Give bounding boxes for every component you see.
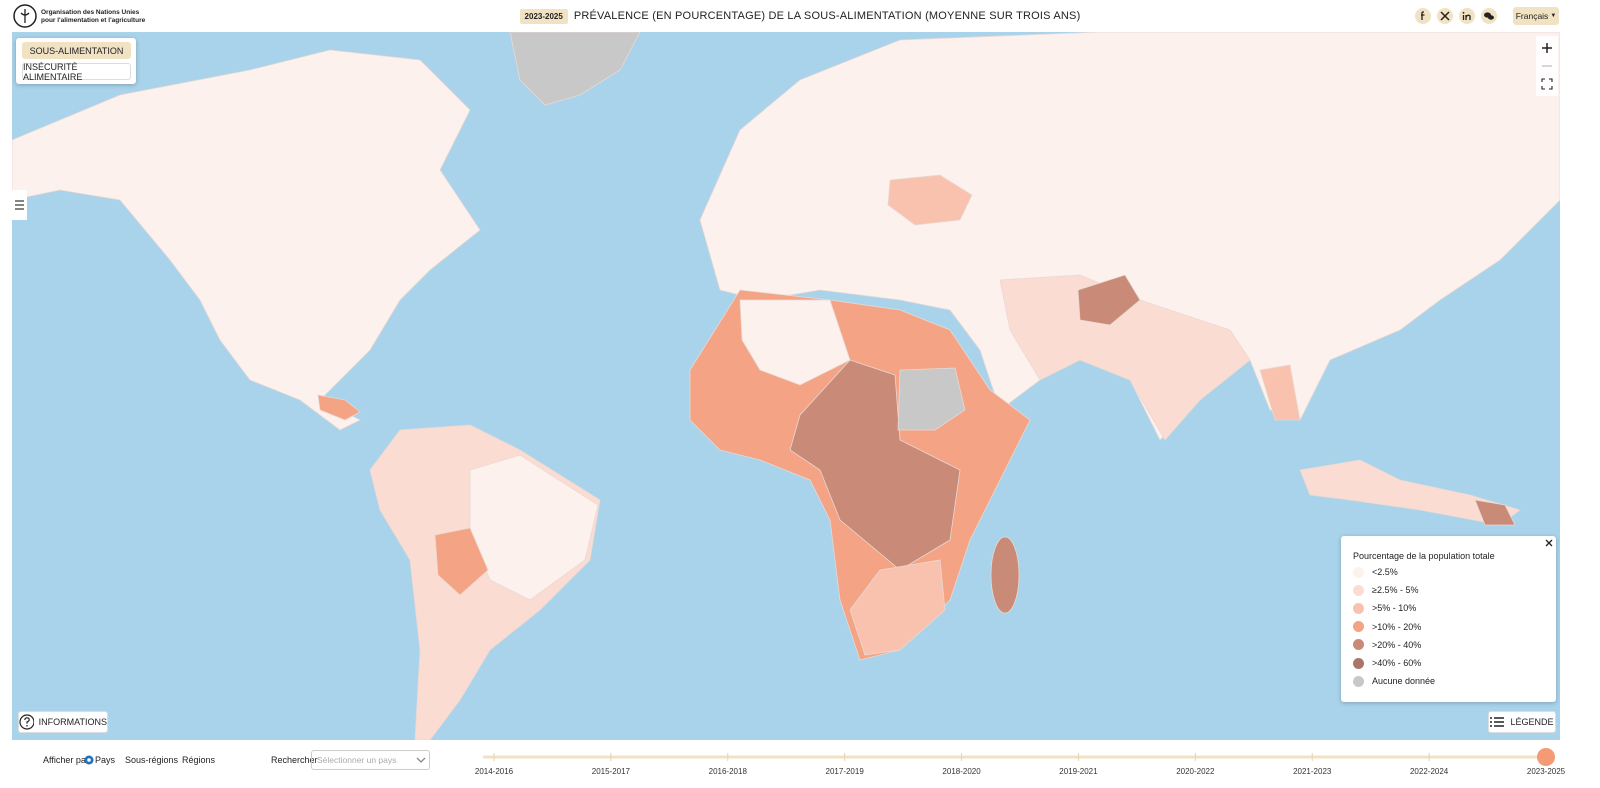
search-input[interactable]: Sélectionner un pays xyxy=(311,750,430,770)
bolivia xyxy=(434,527,489,596)
timeline-label: 2019-2021 xyxy=(1059,767,1098,776)
legend-title: Pourcentage de la population totale xyxy=(1353,551,1495,561)
timeline-label: 2020-2022 xyxy=(1176,767,1215,776)
org-name: Organisation des Nations Unies pour l'al… xyxy=(41,9,145,25)
legend-label: >10% - 20% xyxy=(1372,621,1422,632)
info-button-label: INFORMATIONS xyxy=(38,717,107,727)
org-line: pour l'alimentation et l'agriculture xyxy=(41,17,146,24)
legend-button-label: LÉGENDE xyxy=(1510,717,1554,727)
facebook[interactable] xyxy=(1415,8,1431,24)
search-placeholder: Sélectionner un pays xyxy=(317,755,397,765)
legend-item: >10% - 20% xyxy=(1353,620,1421,634)
fao-logo xyxy=(13,4,37,28)
display-by-label: Afficher par xyxy=(43,755,89,765)
central-america xyxy=(317,394,361,421)
radio-selected[interactable] xyxy=(84,755,94,765)
list-icon xyxy=(1490,717,1505,727)
madagascar xyxy=(990,536,1020,614)
ukraine xyxy=(887,174,973,226)
title: PRÉVALENCE (EN POURCENTAGE) DE LA SOUS-A… xyxy=(573,10,1081,22)
radio-label[interactable]: Sous-régions xyxy=(125,755,179,765)
org-line: Organisation des Nations Unies xyxy=(41,9,140,16)
indicator-button[interactable]: INSÉCURITÉ ALIMENTAIRE xyxy=(22,62,131,82)
legend-panel: Pourcentage de la population totale <2.5… xyxy=(1341,536,1556,702)
legend-item: >5% - 10% xyxy=(1353,601,1416,615)
indicator-menu: SOUS-ALIMENTATION INSÉCURITÉ ALIMENTAIRE xyxy=(16,38,136,84)
legend-swatch xyxy=(1353,639,1364,651)
southern-africa xyxy=(849,559,946,656)
radio-label[interactable]: Pays xyxy=(95,755,116,765)
indicator-button[interactable]: SOUS-ALIMENTATION xyxy=(22,42,131,59)
legend-swatch xyxy=(1353,621,1364,633)
legend-swatch xyxy=(1353,584,1364,596)
period-badge: 2023-2025 xyxy=(519,8,568,24)
legend-button[interactable]: LÉGENDE xyxy=(1488,711,1556,733)
legend-item: <2.5% xyxy=(1353,565,1398,579)
north-africa xyxy=(739,299,851,386)
legend-swatch xyxy=(1353,675,1364,687)
title-bar: 2023-2025 PRÉVALENCE (EN POURCENTAGE) DE… xyxy=(0,0,1600,32)
legend-label: >20% - 40% xyxy=(1372,639,1422,650)
zoom-in[interactable] xyxy=(1542,43,1552,53)
legend-label: >5% - 10% xyxy=(1372,603,1417,614)
papua-new-guinea xyxy=(1474,499,1516,526)
radio-label[interactable]: Régions xyxy=(182,755,216,765)
timeline-label: 2018-2020 xyxy=(942,767,981,776)
legend-close[interactable] xyxy=(1544,538,1554,548)
legend-label: Aucune donnée xyxy=(1372,676,1436,687)
legend-swatch xyxy=(1353,602,1364,614)
chevron xyxy=(416,757,426,763)
timeline-label: 2014-2016 xyxy=(474,767,514,776)
legend-item: Aucune donnée xyxy=(1353,674,1435,688)
legend-item: >40% - 60% xyxy=(1353,656,1421,670)
legend-item: ≥2.5% - 5% xyxy=(1353,583,1418,597)
timeline-label: 2015-2017 xyxy=(591,767,631,776)
sudan xyxy=(897,367,966,431)
timeline-label: 2016-2018 xyxy=(708,767,747,776)
timeline-label: 2017-2019 xyxy=(825,767,864,776)
greenland xyxy=(509,32,641,106)
info-button[interactable]: INFORMATIONS xyxy=(18,711,108,733)
language-select[interactable]: Français ▼ xyxy=(1513,7,1559,25)
north-america xyxy=(12,49,481,431)
afghanistan xyxy=(1077,274,1141,326)
legend-swatch xyxy=(1353,566,1364,578)
help-icon xyxy=(19,714,34,730)
timeline-label: 2021-2023 xyxy=(1293,767,1332,776)
legend-label: >40% - 60% xyxy=(1372,658,1422,668)
fullscreen[interactable] xyxy=(1541,78,1553,90)
search-label: Rechercher xyxy=(271,755,318,765)
header: Organisation des Nations Unies pour l'al… xyxy=(0,0,1600,32)
social-icons xyxy=(1415,8,1497,24)
southeast-asia xyxy=(1259,364,1301,421)
timeline-label: 2023-2025 xyxy=(1526,767,1566,776)
timeline-handle[interactable] xyxy=(1537,748,1555,766)
legend-label: <2.5% xyxy=(1372,567,1398,577)
hamburger-icon xyxy=(15,200,24,210)
timeline-label: 2022-2024 xyxy=(1409,767,1449,776)
legend-label: ≥2.5% - 5% xyxy=(1372,585,1419,596)
legend-swatch xyxy=(1353,657,1364,669)
legend-item: >20% - 40% xyxy=(1353,638,1421,652)
language: Français xyxy=(1515,11,1549,21)
